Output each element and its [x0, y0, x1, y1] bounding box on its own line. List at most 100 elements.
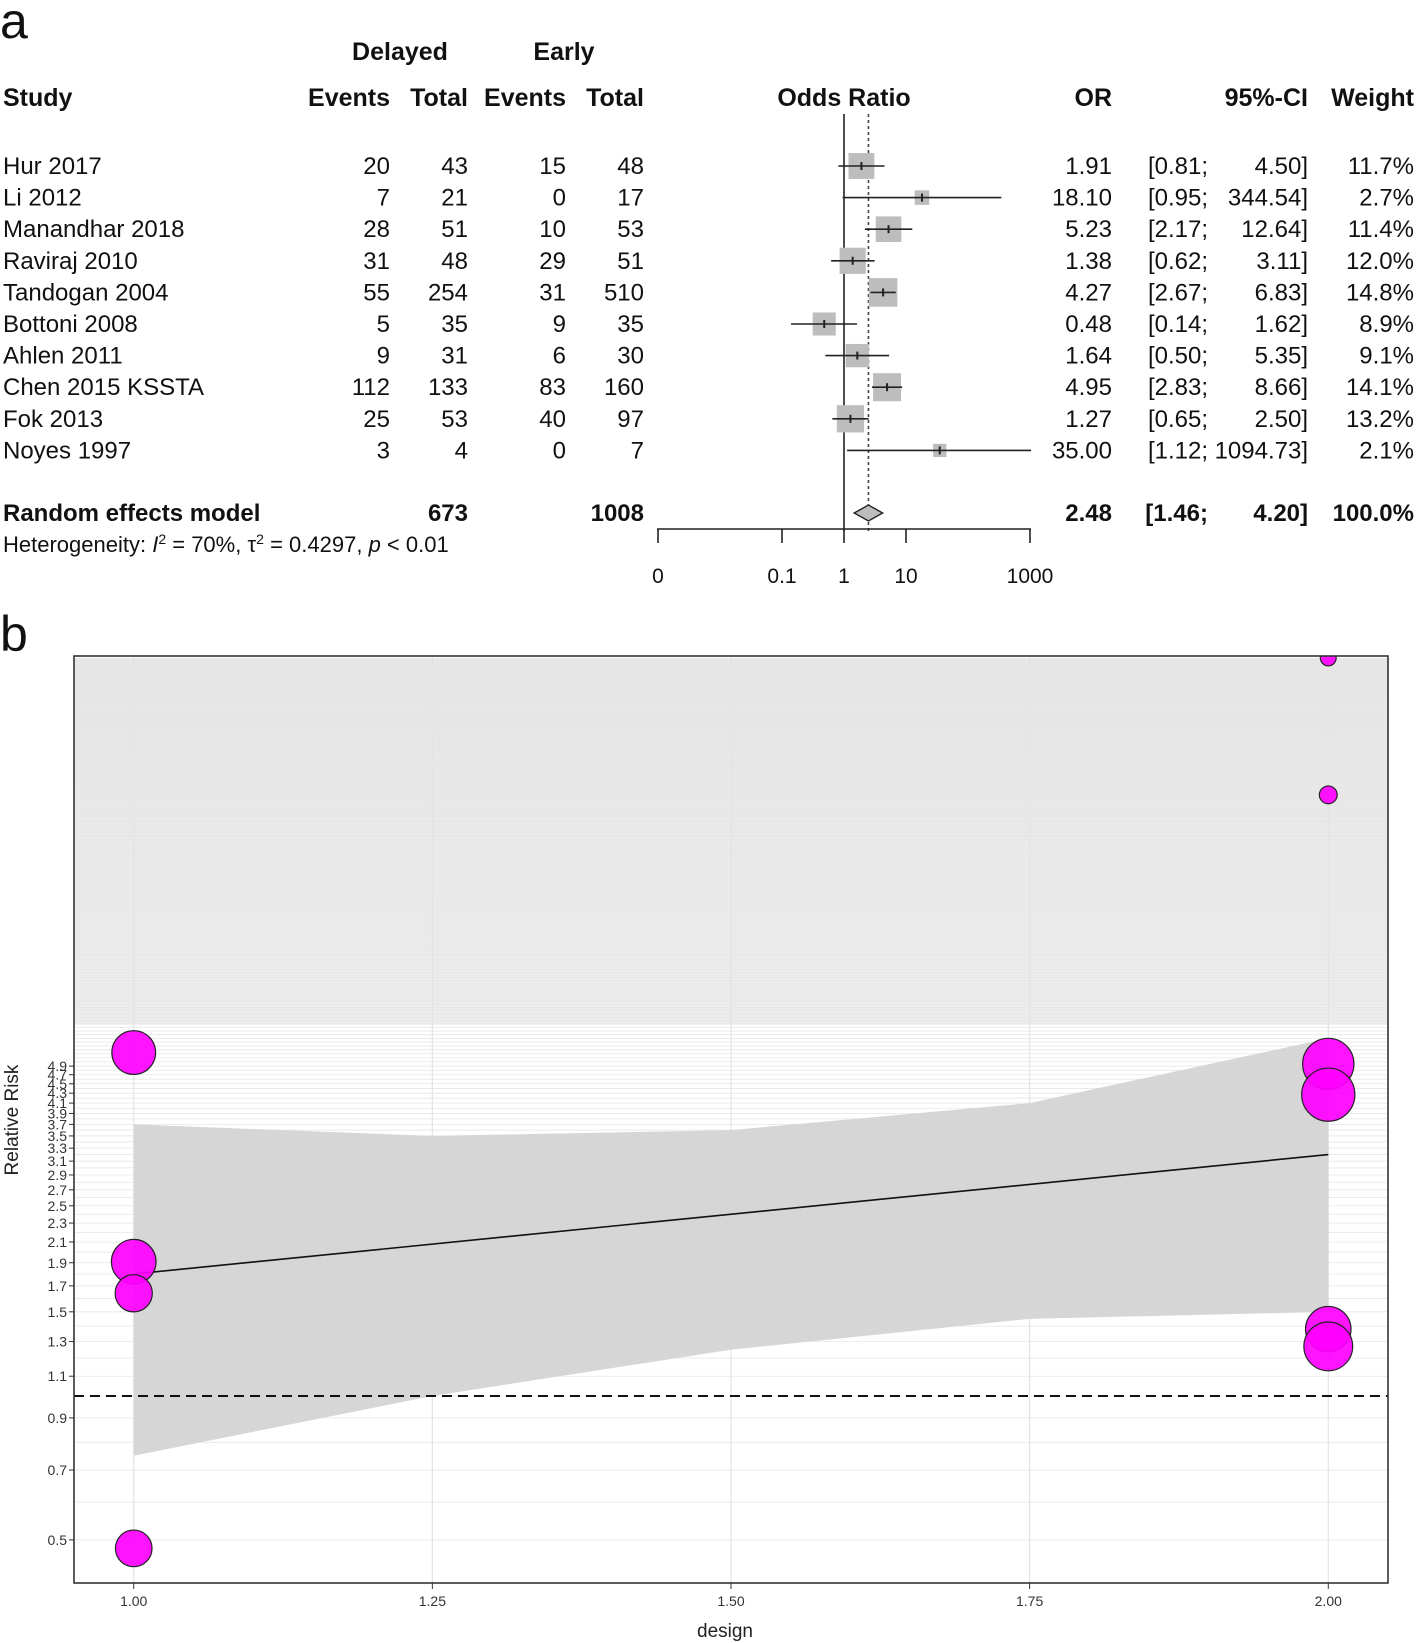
or-value: 0.48: [1065, 311, 1112, 338]
total-delayed: 53: [441, 406, 468, 433]
weight-value: 2.7%: [1359, 185, 1414, 212]
events-early: 83: [539, 374, 566, 401]
y-tick-label: 1.7: [48, 1278, 68, 1294]
total-early: 510: [604, 279, 644, 306]
events-delayed: 20: [363, 153, 390, 180]
pooled-label: Random effects model: [3, 500, 260, 527]
or-value: 4.27: [1065, 279, 1112, 306]
ci-upper: 4.50]: [1255, 153, 1308, 180]
bubble-grid: [74, 656, 1388, 1583]
total-early: 35: [617, 311, 644, 338]
study-name: Hur 2017: [3, 153, 102, 180]
ci-upper: 8.66]: [1255, 374, 1308, 401]
x-axis-label: design: [697, 1621, 753, 1642]
study-name: Li 2012: [3, 185, 82, 212]
ci-upper: 1.62]: [1255, 311, 1308, 338]
header-total-delayed: Total: [410, 84, 468, 112]
y-tick-label: 3.7: [48, 1116, 68, 1132]
y-tick-label: 4.9: [48, 1058, 68, 1074]
y-tick-label: 4.7: [48, 1067, 68, 1083]
heterogeneity-text: Heterogeneity: I2 = 70%, τ2 = 0.4297, p …: [3, 531, 449, 557]
events-early: 29: [539, 248, 566, 275]
bubble-point: [1319, 656, 1337, 667]
study-name: Bottoni 2008: [3, 311, 138, 338]
events-early: 31: [539, 279, 566, 306]
ci-upper: 2.50]: [1255, 406, 1308, 433]
bubble-x-ticks: 1.00 1.25 1.50 1.75 2.00: [120, 1583, 1342, 1609]
header-study: Study: [3, 84, 73, 112]
events-early: 9: [553, 311, 566, 338]
y-tick-label: 4.1: [48, 1095, 68, 1111]
ci-upper: 3.11]: [1256, 248, 1308, 275]
total-early: 160: [604, 374, 644, 401]
header-events-delayed: Events: [308, 84, 390, 112]
ci-lower: [0.50;: [1148, 343, 1208, 370]
events-delayed: 9: [377, 343, 390, 370]
study-name: Manandhar 2018: [3, 216, 184, 243]
weight-value: 12.0%: [1346, 248, 1414, 275]
pooled-ci-upper: 4.20]: [1253, 500, 1308, 527]
or-value: 18.10: [1052, 185, 1112, 212]
x-tick-label: 1.00: [120, 1593, 147, 1609]
panel-b-label: b: [0, 606, 28, 662]
y-tick-label: 3.3: [48, 1140, 68, 1156]
total-delayed: 35: [441, 311, 468, 338]
y-tick-label: 4.5: [48, 1076, 68, 1092]
group-label-delayed: Delayed: [352, 38, 448, 66]
total-early: 30: [617, 343, 644, 370]
forest-plot-area: [657, 114, 1031, 531]
forest-axis-ticks: 0 0.1 1 10 1000: [652, 529, 1053, 588]
ci-upper: 6.83]: [1255, 279, 1308, 306]
events-early: 10: [539, 216, 566, 243]
study-name: Noyes 1997: [3, 437, 131, 464]
weight-value: 9.1%: [1359, 343, 1414, 370]
total-early: 7: [631, 437, 644, 464]
forest-tick-label: 0.1: [767, 565, 796, 588]
bubble-point: [111, 1030, 157, 1076]
confidence-band: [133, 1038, 1329, 1456]
events-delayed: 25: [363, 406, 390, 433]
or-value: 35.00: [1052, 437, 1112, 464]
forest-tick-label: 1: [838, 565, 850, 588]
forest-header: Delayed Early Study Events Total Events …: [3, 38, 1415, 112]
events-early: 6: [553, 343, 566, 370]
y-tick-label: 3.5: [48, 1128, 68, 1144]
y-tick-label: 3.1: [48, 1153, 68, 1169]
ci-upper: 1094.73]: [1215, 437, 1308, 464]
events-early: 15: [539, 153, 566, 180]
weight-value: 8.9%: [1359, 311, 1414, 338]
y-tick-label: 2.3: [48, 1215, 68, 1231]
y-tick-label: 3.9: [48, 1105, 68, 1121]
or-value: 4.95: [1065, 374, 1112, 401]
study-name: Fok 2013: [3, 406, 103, 433]
pooled-weight: 100.0%: [1333, 500, 1414, 527]
ci-lower: [2.17;: [1148, 216, 1208, 243]
total-delayed: 31: [441, 343, 468, 370]
events-delayed: 55: [363, 279, 390, 306]
total-early: 53: [617, 216, 644, 243]
forest-rows: Hur 2017 20 43 15 48 1.91 [0.81; 4.50] 11.7%Li 2…: [3, 153, 1414, 527]
bubble-plot: 0.50.70.91.11.31.51.71.92.12.32.52.72.93…: [2, 655, 1389, 1642]
y-tick-label: 1.3: [48, 1334, 68, 1350]
events-delayed: 28: [363, 216, 390, 243]
forest-tick-label: 10: [894, 565, 917, 588]
x-tick-label: 1.50: [717, 1593, 744, 1609]
weight-value: 14.8%: [1346, 279, 1414, 306]
bubble-point: [1303, 1321, 1354, 1372]
y-tick-label: 0.9: [48, 1410, 68, 1426]
events-delayed: 31: [363, 248, 390, 275]
y-tick-label: 1.9: [48, 1255, 68, 1271]
y-tick-label: 2.5: [48, 1198, 68, 1214]
weight-value: 13.2%: [1346, 406, 1414, 433]
events-early: 40: [539, 406, 566, 433]
ci-lower: [1.12;: [1148, 437, 1208, 464]
bubble-point: [1301, 1067, 1356, 1122]
header-odds-ratio: Odds Ratio: [777, 84, 910, 112]
y-tick-label: 2.9: [48, 1167, 68, 1183]
bubble-point: [114, 1274, 153, 1313]
weight-value: 14.1%: [1346, 374, 1414, 401]
bubble-point: [1318, 785, 1338, 805]
total-delayed: 43: [441, 153, 468, 180]
x-tick-label: 1.75: [1016, 1593, 1043, 1609]
events-delayed: 3: [377, 437, 390, 464]
